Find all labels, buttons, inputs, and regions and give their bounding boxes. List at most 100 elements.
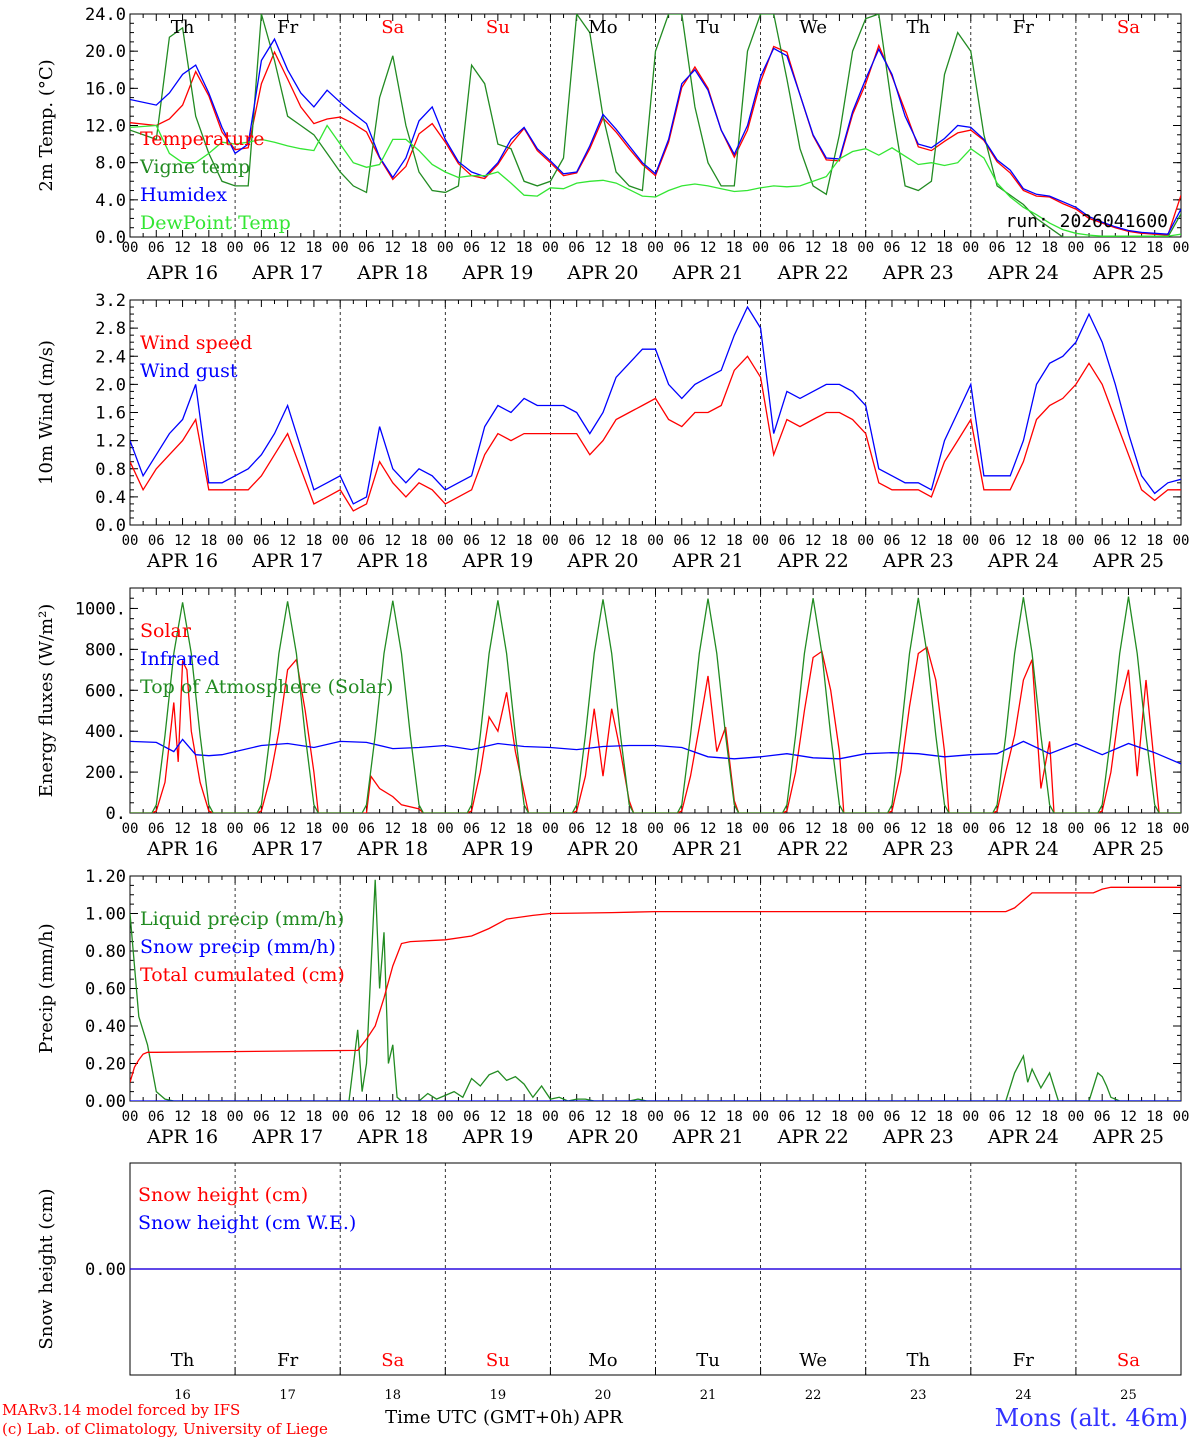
wind-hour-label: 06 bbox=[673, 533, 690, 549]
wind-hour-label: 00 bbox=[227, 533, 244, 549]
energy-series-solar bbox=[130, 646, 1181, 813]
temperature-y-tick-label: 4.0 bbox=[95, 191, 126, 211]
station-label: Mons (alt. 46m) bbox=[995, 1404, 1188, 1432]
wind-date-label: APR 25 bbox=[1092, 550, 1164, 572]
wind-hour-label: 18 bbox=[621, 533, 638, 549]
precip-hour-label: 06 bbox=[1094, 1109, 1111, 1125]
snow-weekday-label: Sa bbox=[381, 1350, 404, 1371]
temperature-hour-label: 00 bbox=[122, 240, 139, 256]
energy-hour-label: 06 bbox=[358, 821, 375, 837]
precip-hour-label: 12 bbox=[805, 1109, 822, 1125]
temperature-hour-label: 18 bbox=[936, 240, 953, 256]
temperature-series-humidex bbox=[130, 37, 1181, 235]
energy-hour-label: 18 bbox=[1041, 821, 1058, 837]
temperature-hour-label: 06 bbox=[1094, 240, 1111, 256]
wind-y-tick-label: 0.0 bbox=[95, 516, 126, 536]
precip-hour-label: 18 bbox=[516, 1109, 533, 1125]
wind-hour-label: 00 bbox=[437, 533, 454, 549]
snow-y-axis-label: Snow height (cm) bbox=[36, 1188, 57, 1349]
temperature-date-label: APR 22 bbox=[777, 262, 849, 284]
energy-hour-label: 18 bbox=[200, 821, 217, 837]
wind-legend-entry: Wind speed bbox=[140, 332, 252, 354]
run-label: run: 2026041600 bbox=[1005, 211, 1168, 232]
energy-hour-label: 18 bbox=[831, 821, 848, 837]
temperature-hour-label: 06 bbox=[778, 240, 795, 256]
temperature-hour-label: 06 bbox=[568, 240, 585, 256]
energy-hour-label: 12 bbox=[1120, 821, 1137, 837]
wind-hour-label: 00 bbox=[1173, 533, 1190, 549]
snow-legend-entry: Snow height (cm W.E.) bbox=[138, 1212, 356, 1234]
wind-y-axis-label: 10m Wind (m/s) bbox=[36, 340, 57, 485]
energy-date-label: APR 19 bbox=[461, 838, 533, 860]
precip-hour-label: 00 bbox=[647, 1109, 664, 1125]
precip-hour-label: 18 bbox=[411, 1109, 428, 1125]
energy-hour-label: 00 bbox=[962, 821, 979, 837]
temperature-weekday-label: Sa bbox=[1117, 17, 1140, 38]
day-number-label: 18 bbox=[384, 1388, 401, 1403]
snow-weekday-label: We bbox=[799, 1350, 827, 1371]
energy-date-label: APR 18 bbox=[356, 838, 428, 860]
temperature-hour-label: 06 bbox=[148, 240, 165, 256]
wind-hour-label: 12 bbox=[279, 533, 296, 549]
wind-hour-label: 12 bbox=[174, 533, 191, 549]
temperature-hour-label: 00 bbox=[1173, 240, 1190, 256]
day-number-label: 21 bbox=[700, 1388, 717, 1403]
temperature-y-tick-label: 24.0 bbox=[85, 5, 126, 25]
wind-date-label: APR 23 bbox=[882, 550, 954, 572]
precip-hour-label: 18 bbox=[621, 1109, 638, 1125]
energy-hour-label: 06 bbox=[989, 821, 1006, 837]
precip-hour-label: 12 bbox=[489, 1109, 506, 1125]
temperature-hour-label: 00 bbox=[332, 240, 349, 256]
precip-date-label: APR 16 bbox=[146, 1126, 218, 1148]
precip-hour-label: 06 bbox=[673, 1109, 690, 1125]
energy-y-axis-label: Energy fluxes (W/m²) bbox=[36, 604, 57, 798]
snow-weekday-label: Su bbox=[486, 1350, 510, 1371]
temperature-hour-label: 18 bbox=[305, 240, 322, 256]
temperature-hour-label: 18 bbox=[621, 240, 638, 256]
wind-date-label: APR 19 bbox=[461, 550, 533, 572]
precip-hour-label: 00 bbox=[437, 1109, 454, 1125]
wind-hour-label: 00 bbox=[962, 533, 979, 549]
energy-date-label: APR 24 bbox=[987, 838, 1059, 860]
wind-hour-label: 18 bbox=[200, 533, 217, 549]
temperature-hour-label: 06 bbox=[253, 240, 270, 256]
wind-y-tick-label: 0.8 bbox=[95, 460, 126, 480]
precip-y-tick-label: 1.20 bbox=[85, 867, 126, 887]
temperature-legend-entry: Temperature bbox=[140, 128, 264, 150]
precip-hour-label: 00 bbox=[962, 1109, 979, 1125]
temperature-hour-label: 00 bbox=[437, 240, 454, 256]
precip-y-axis-label: Precip (mm/h) bbox=[36, 923, 57, 1053]
temperature-hour-label: 12 bbox=[384, 240, 401, 256]
energy-hour-label: 00 bbox=[437, 821, 454, 837]
energy-hour-label: 00 bbox=[647, 821, 664, 837]
wind-date-label: APR 17 bbox=[251, 550, 323, 572]
energy-y-tick-label: 600. bbox=[85, 681, 126, 701]
temperature-hour-label: 00 bbox=[752, 240, 769, 256]
temperature-legend-entry: Vigne temp bbox=[139, 156, 250, 178]
wind-hour-label: 00 bbox=[1067, 533, 1084, 549]
energy-y-tick-label: 400. bbox=[85, 722, 126, 742]
temperature-weekday-label: We bbox=[799, 17, 827, 38]
energy-hour-label: 12 bbox=[489, 821, 506, 837]
energy-legend-entry: Solar bbox=[140, 620, 192, 642]
energy-series-top-of-atmosphere-solar bbox=[130, 596, 1181, 813]
temperature-date-label: APR 24 bbox=[987, 262, 1059, 284]
precip-y-tick-label: 0.00 bbox=[85, 1092, 126, 1112]
temperature-y-tick-label: 20.0 bbox=[85, 42, 126, 62]
wind-hour-label: 12 bbox=[910, 533, 927, 549]
temperature-weekday-label: Mo bbox=[588, 17, 617, 38]
precip-hour-label: 18 bbox=[305, 1109, 322, 1125]
wind-date-label: APR 20 bbox=[566, 550, 638, 572]
precip-hour-label: 00 bbox=[857, 1109, 874, 1125]
wind-hour-label: 00 bbox=[542, 533, 559, 549]
day-number-label: 23 bbox=[910, 1388, 927, 1403]
temperature-date-label: APR 23 bbox=[882, 262, 954, 284]
precip-hour-label: 12 bbox=[174, 1109, 191, 1125]
energy-hour-label: 00 bbox=[542, 821, 559, 837]
precip-hour-label: 18 bbox=[726, 1109, 743, 1125]
temperature-y-tick-label: 16.0 bbox=[85, 79, 126, 99]
snow-weekday-label: Fr bbox=[1013, 1350, 1034, 1371]
temperature-weekday-label: Sa bbox=[381, 17, 404, 38]
temperature-hour-label: 12 bbox=[700, 240, 717, 256]
